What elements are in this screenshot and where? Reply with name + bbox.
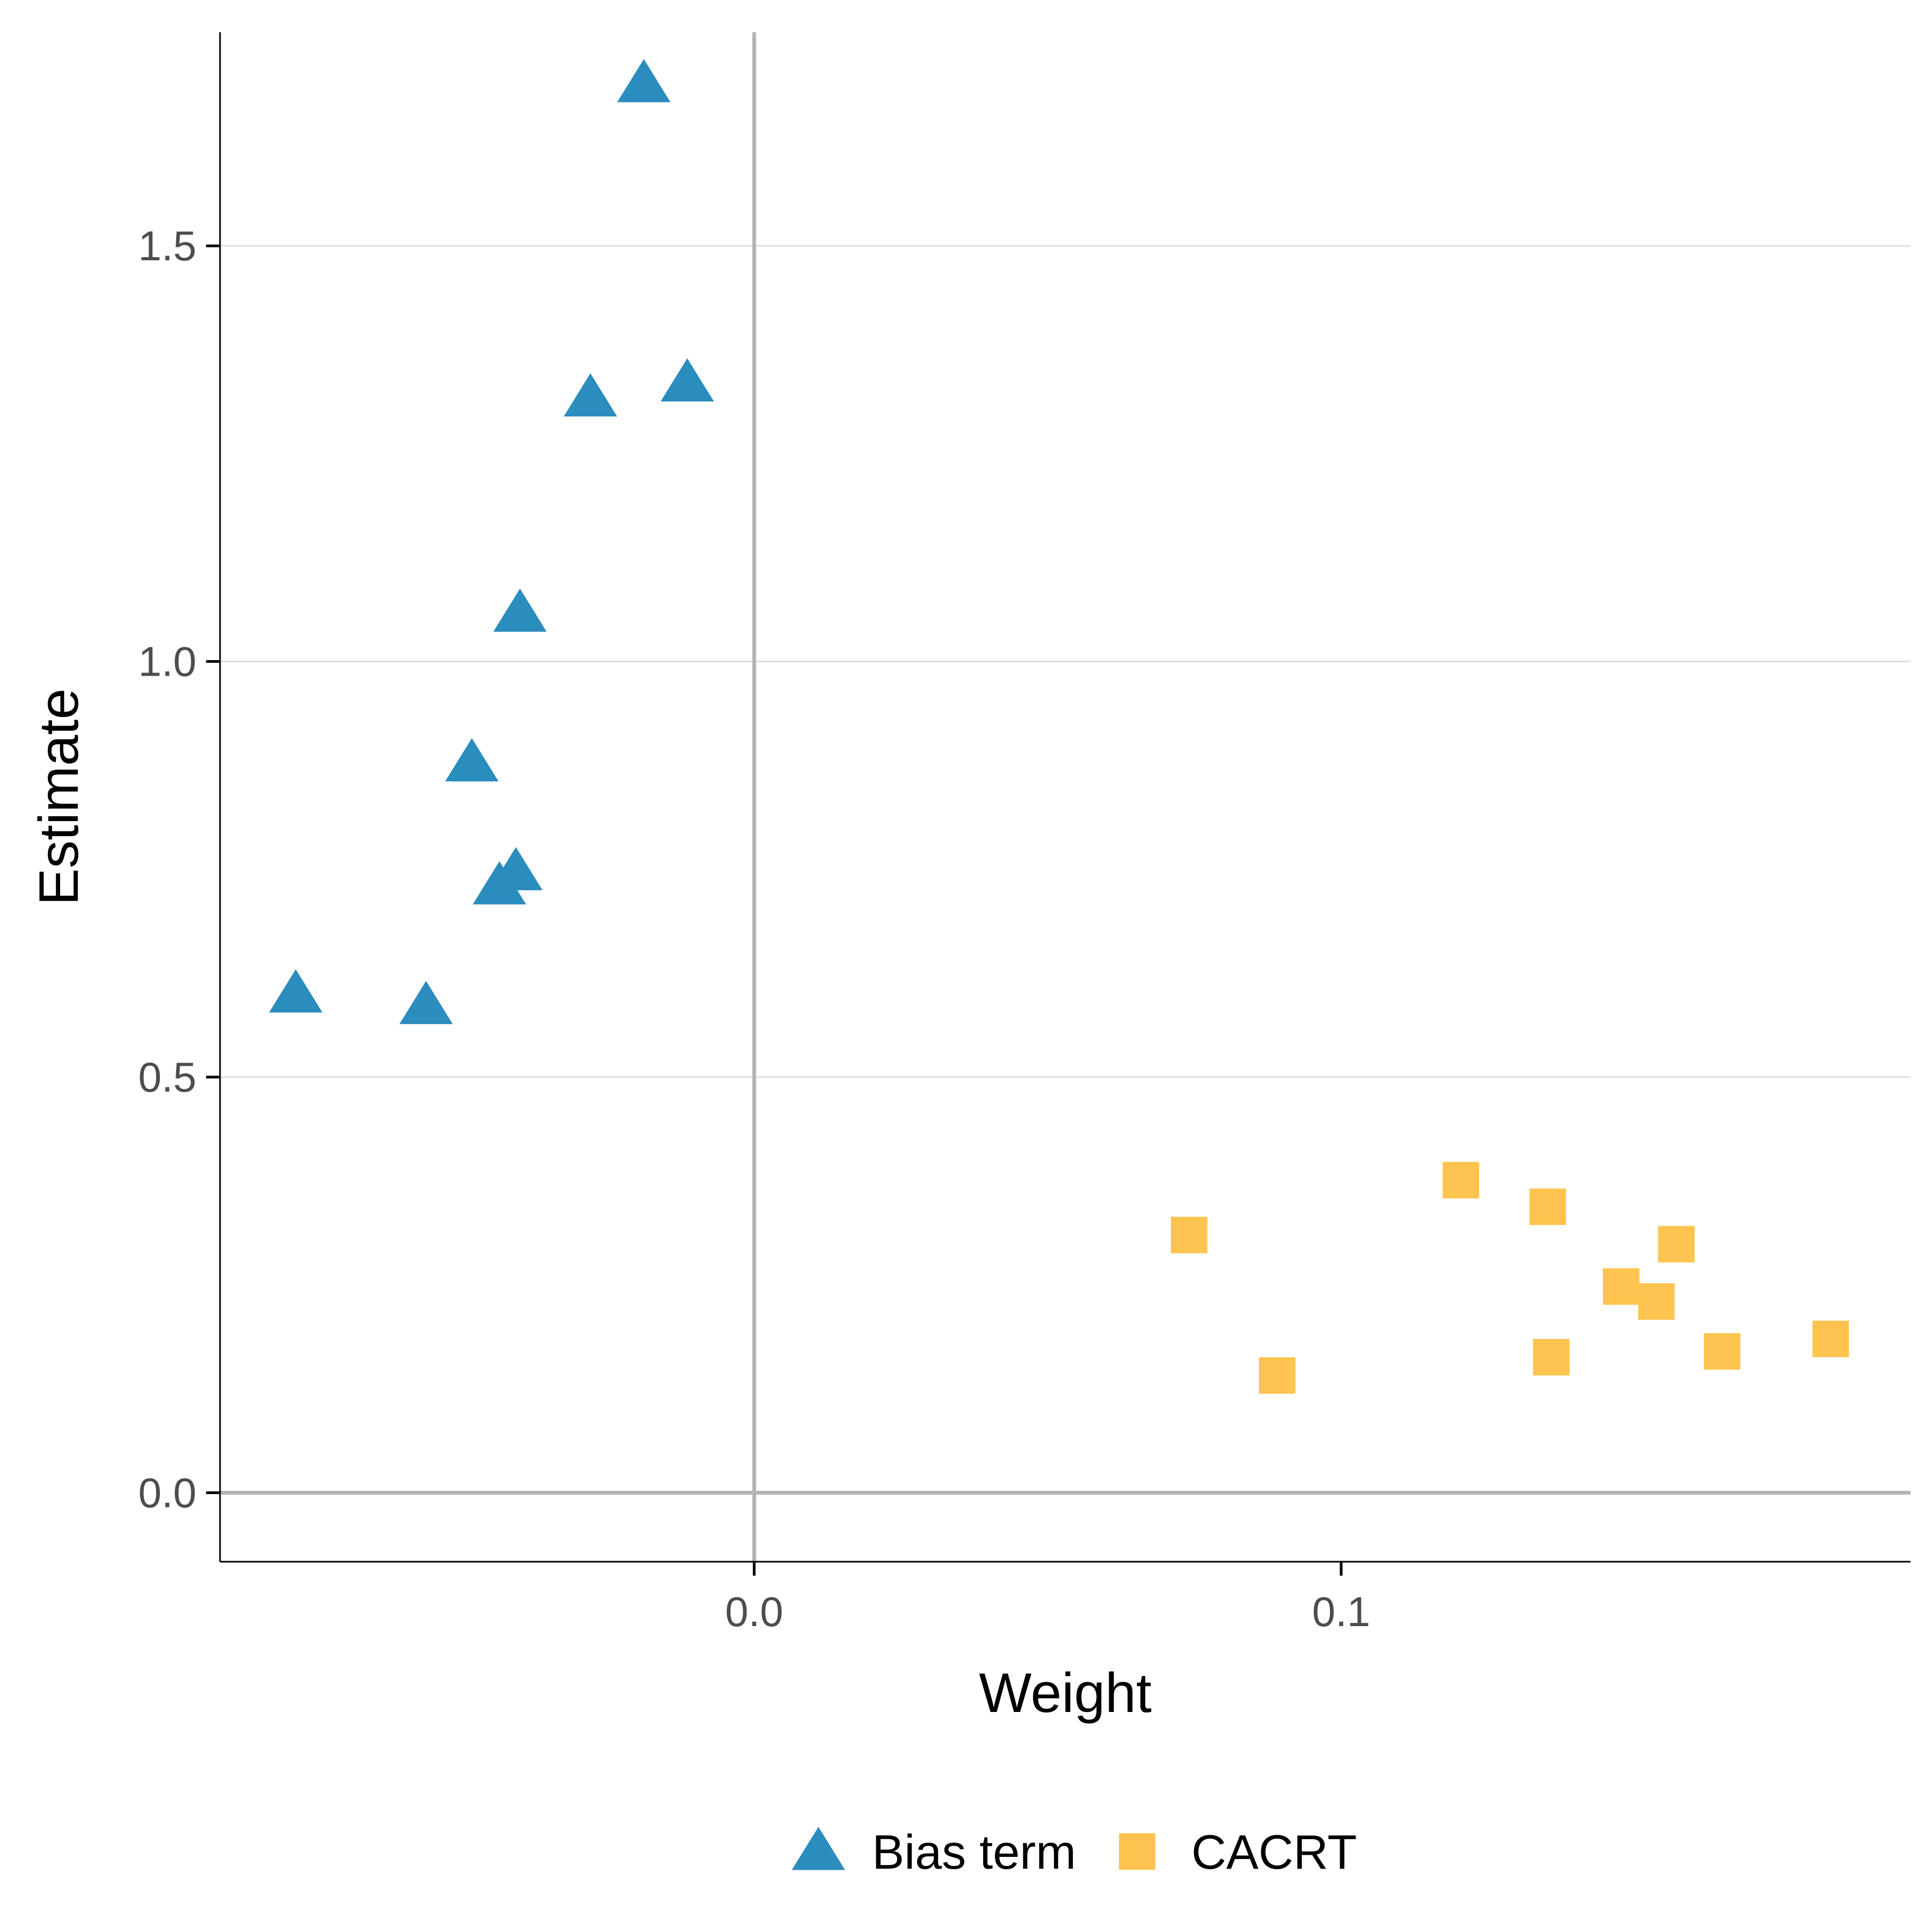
bias-term-point-3 [493, 588, 547, 632]
cacrt-point-8 [1703, 1333, 1740, 1370]
y-tick-label-0: 0.0 [138, 1469, 196, 1516]
y-axis-title: Estimate [28, 689, 90, 906]
x-axis-title: Weight [979, 1662, 1152, 1724]
cacrt-point-9 [1812, 1320, 1849, 1357]
bias-term-point-4 [445, 738, 499, 781]
cacrt-point-4 [1533, 1338, 1570, 1375]
legend-bias-term-triangle-icon [792, 1827, 845, 1870]
bias-term-point-1 [660, 358, 714, 402]
y-tick-label-3: 1.5 [138, 222, 196, 269]
cacrt-point-1 [1258, 1357, 1296, 1394]
bias-term-point-6 [472, 861, 526, 905]
bias-term-point-8 [399, 980, 453, 1024]
cacrt-point-7 [1658, 1226, 1695, 1263]
cacrt-point-2 [1443, 1162, 1480, 1199]
axis-ticks: 0.0 0.5 1.0 1.5 0.0 0.1 [138, 222, 1371, 1635]
reference-lines [220, 32, 1911, 1562]
bias-term-point-2 [564, 373, 617, 417]
bias-term-point-0 [617, 59, 671, 103]
y-tick-label-2: 1.0 [138, 638, 196, 685]
x-tick-label-1: 0.1 [1312, 1588, 1370, 1635]
legend-cacrt-label: CACRT [1191, 1826, 1357, 1879]
cacrt-point-5 [1602, 1268, 1640, 1305]
legend-cacrt-square-icon [1119, 1833, 1155, 1870]
data-points [269, 59, 1849, 1394]
y-tick-label-1: 0.5 [138, 1053, 196, 1101]
cacrt-point-0 [1170, 1217, 1208, 1254]
legend-bias-term-label: Bias term [872, 1826, 1076, 1879]
axes [219, 32, 1911, 1563]
cacrt-point-3 [1529, 1188, 1567, 1225]
cacrt-point-6 [1638, 1283, 1675, 1320]
bias-term-point-7 [269, 969, 323, 1013]
x-tick-label-0: 0.0 [725, 1588, 783, 1635]
legend: Bias term CACRT [792, 1826, 1357, 1879]
